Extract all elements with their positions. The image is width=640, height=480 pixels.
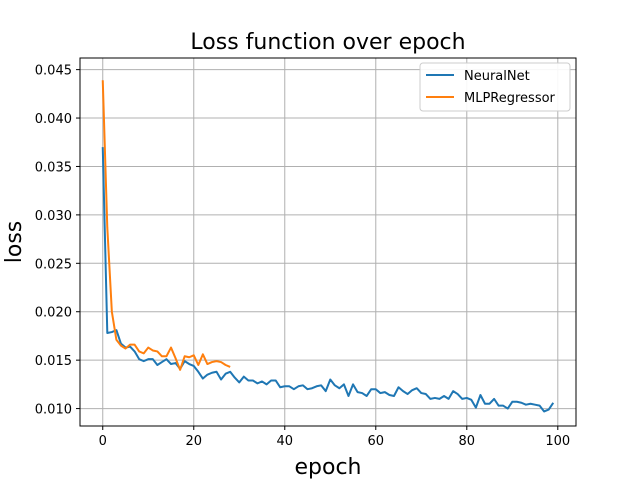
- y-tick-label: 0.020: [35, 306, 72, 321]
- legend-box: [419, 62, 571, 112]
- y-tick-label: 0.045: [35, 64, 72, 79]
- x-tick-label: 0: [99, 434, 107, 449]
- legend-label-neuralnet: NeuralNet: [464, 69, 530, 84]
- y-tick-label: 0.015: [35, 354, 72, 369]
- series-line-mlpregressor: [101, 80, 231, 371]
- y-tick-label: 0.025: [35, 257, 72, 272]
- chart-title: Loss function over epoch: [190, 30, 465, 55]
- y-axis-label: loss: [2, 221, 27, 264]
- x-tick-label: 40: [276, 434, 293, 449]
- x-tick-label: 20: [185, 434, 202, 449]
- y-tick-label: 0.035: [35, 160, 72, 175]
- series-lines: [101, 80, 555, 413]
- y-tick-label: 0.010: [35, 403, 72, 418]
- y-tick-label: 0.040: [35, 112, 72, 127]
- x-tick-label: 80: [459, 434, 476, 449]
- ticks: 0 20 40 60 80 100 0.010 0.015 0.020 0.025 0.030 0.0…: [35, 64, 570, 449]
- x-tick-label: 100: [545, 434, 570, 449]
- grid: [80, 58, 576, 426]
- x-tick-label: 60: [368, 434, 385, 449]
- y-tick-label: 0.030: [35, 209, 72, 224]
- legend: NeuralNet MLPRegressor: [419, 62, 571, 112]
- x-axis-label: epoch: [295, 455, 362, 480]
- legend-label-mlpregressor: MLPRegressor: [464, 91, 556, 106]
- plot-frame: [79, 57, 577, 427]
